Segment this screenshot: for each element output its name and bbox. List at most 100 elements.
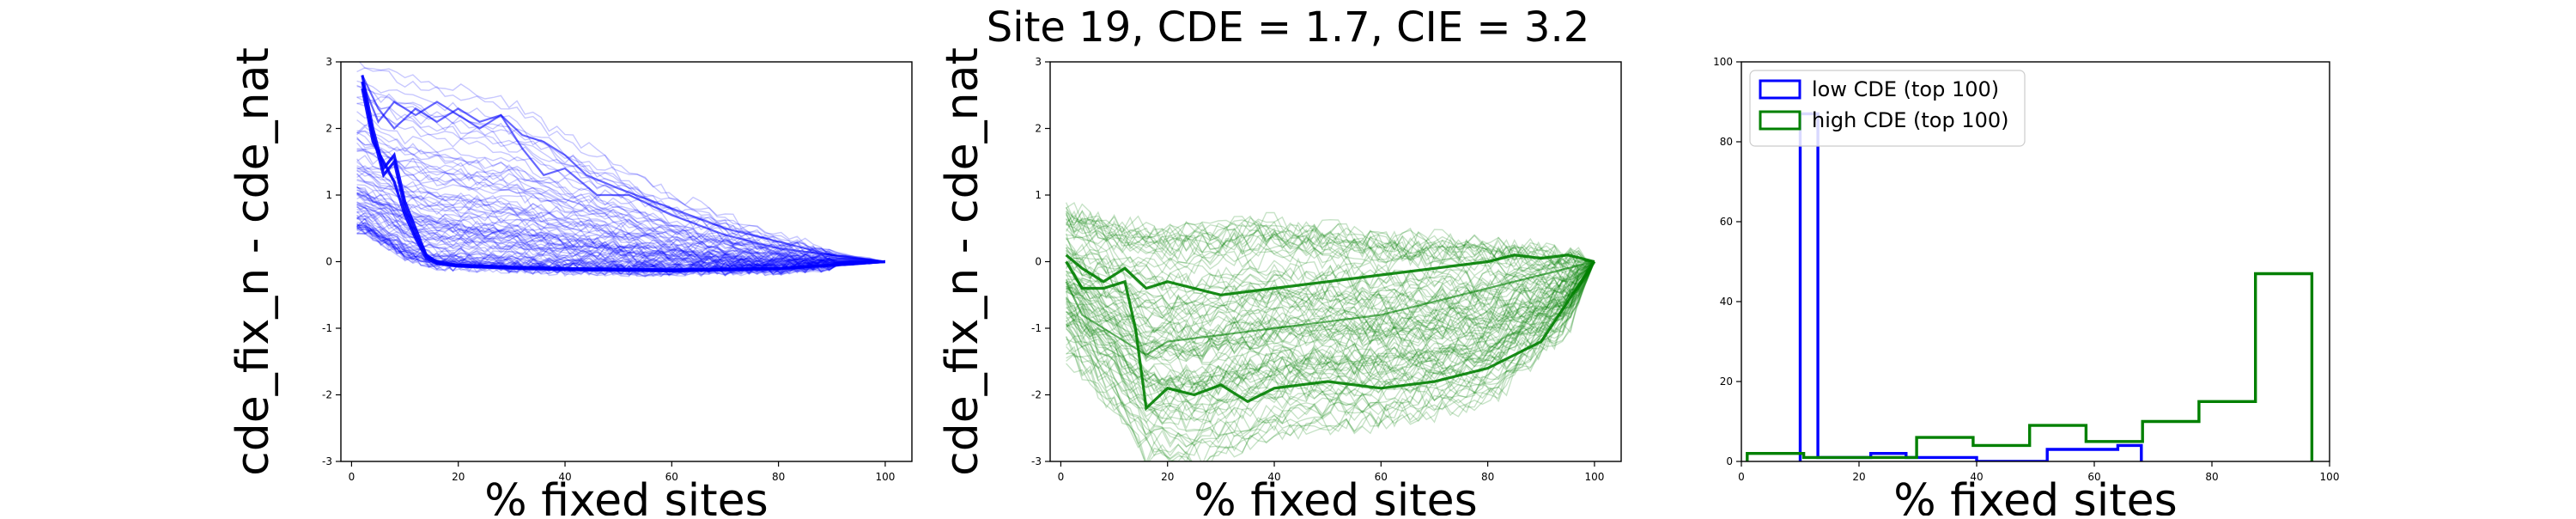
faint-series-line: [356, 190, 885, 267]
faint-series-line: [1065, 236, 1595, 294]
faint-series-line: [1065, 261, 1595, 422]
legend-box: [1749, 70, 2026, 147]
faint-series-line: [356, 203, 885, 270]
faint-series-line: [356, 171, 885, 265]
faint-series-line: [1066, 260, 1595, 314]
faint-series-line: [1066, 261, 1595, 411]
faint-series-line: [1065, 261, 1595, 345]
figure-title: Site 19, CDE = 1.7, CIE = 3.2: [987, 3, 1589, 52]
faint-series-line: [1065, 252, 1595, 326]
faint-series-line: [356, 148, 885, 263]
plot-frame: [1741, 61, 2330, 462]
faint-series-line: [356, 186, 885, 266]
faint-series-line: [356, 226, 885, 275]
x-tick-label: 40: [558, 471, 571, 483]
faint-series-line: [356, 184, 885, 264]
faint-series-line: [1065, 202, 1595, 263]
y-tick-label: 2: [1035, 123, 1042, 135]
faint-series-line: [356, 217, 885, 274]
faint-series-line: [1065, 250, 1595, 316]
x-tick-label: 20: [1852, 471, 1865, 483]
faint-series-line: [356, 226, 885, 277]
legend: low CDE (top 100) high CDE (top 100): [1749, 70, 2026, 147]
faint-series-line: [1066, 203, 1595, 266]
y-tick-label: 3: [325, 56, 332, 68]
histogram-step: [1746, 272, 2314, 461]
x-tick-label: 0: [349, 471, 355, 483]
faint-series-line: [356, 119, 885, 263]
faint-series-line: [356, 149, 885, 263]
faint-series-line: [1065, 261, 1595, 383]
y-tick-label: 2: [325, 123, 332, 135]
faint-series-line: [1066, 243, 1595, 295]
faint-series-line: [1066, 261, 1595, 353]
plot-area: [1746, 112, 2314, 461]
faint-series-line: [1066, 234, 1595, 278]
faint-series-line: [1066, 260, 1595, 335]
faint-series-line: [1066, 261, 1595, 396]
x-tick-label: 60: [1375, 471, 1388, 483]
y-tick-label: -1: [1031, 322, 1042, 334]
faint-series-line: [1066, 211, 1595, 272]
faint-series-line: [1066, 261, 1595, 430]
faint-series-line: [356, 206, 885, 271]
faint-series-line: [356, 167, 885, 266]
faint-series-line: [356, 162, 885, 264]
faint-series-line: [356, 165, 885, 264]
faint-series-line: [1065, 214, 1595, 273]
faint-series-line: [1066, 261, 1595, 395]
faint-series-line: [356, 179, 885, 267]
faint-series-line: [356, 80, 886, 263]
faint-series-line: [1066, 260, 1595, 334]
faint-series-line: [1066, 261, 1595, 381]
panel-left: 0 20 40 60 80 100 -3 -2 -1 0 1 2 3 % fixed sites cde_f…: [228, 47, 913, 519]
x-axis-label: % fixed sites: [484, 475, 768, 516]
faint-series-line: [1066, 228, 1595, 277]
faint-series-line: [356, 130, 885, 263]
faint-series-line: [356, 222, 885, 275]
faint-series-line: [356, 192, 885, 268]
faint-series-line: [356, 101, 885, 263]
faint-series-line: [1065, 261, 1595, 394]
faint-series-line: [1065, 261, 1595, 449]
faint-series-line: [1066, 217, 1595, 266]
faint-series-line: [356, 205, 885, 272]
y-tick-label: 60: [1720, 216, 1733, 228]
faint-series-line: [356, 193, 885, 269]
faint-series-line: [1066, 260, 1595, 323]
faint-series-line: [356, 186, 885, 267]
histogram-step: [1798, 112, 2143, 461]
faint-series-line: [1066, 260, 1595, 321]
faint-series-line: [1066, 261, 1595, 461]
faint-series-line: [356, 167, 885, 263]
x-tick-label: 80: [1481, 471, 1494, 483]
faint-series-line: [356, 193, 885, 269]
x-tick-label: 60: [665, 471, 678, 483]
faint-series-line: [1066, 260, 1595, 324]
faint-series-line: [1066, 261, 1595, 366]
y-axis-label: cde_fix_n - cde_nat: [937, 47, 988, 476]
faint-series-line: [1065, 249, 1595, 310]
faint-series-line: [1066, 237, 1595, 301]
faint-series-line: [1065, 217, 1595, 277]
faint-series-line: [356, 206, 885, 270]
faint-series-line: [1066, 222, 1595, 274]
faint-series-line: [1065, 261, 1595, 415]
faint-series-line: [356, 142, 885, 263]
plot-area: [356, 62, 886, 278]
faint-series-line: [1066, 257, 1595, 314]
faint-series-line: [356, 147, 885, 263]
faint-series-line: [356, 96, 885, 263]
faint-series-line: [356, 137, 885, 263]
legend-swatch: [1759, 110, 1801, 131]
faint-series-line: [356, 131, 885, 263]
faint-series-line: [1065, 261, 1595, 432]
x-tick-label: 100: [1584, 471, 1604, 483]
faint-series-line: [1065, 261, 1595, 342]
faint-series-line: [1065, 210, 1595, 266]
faint-series-line: [1066, 261, 1595, 392]
faint-series-line: [356, 102, 885, 263]
y-tick-label: 80: [1720, 136, 1733, 148]
x-tick-label: 100: [875, 471, 895, 483]
